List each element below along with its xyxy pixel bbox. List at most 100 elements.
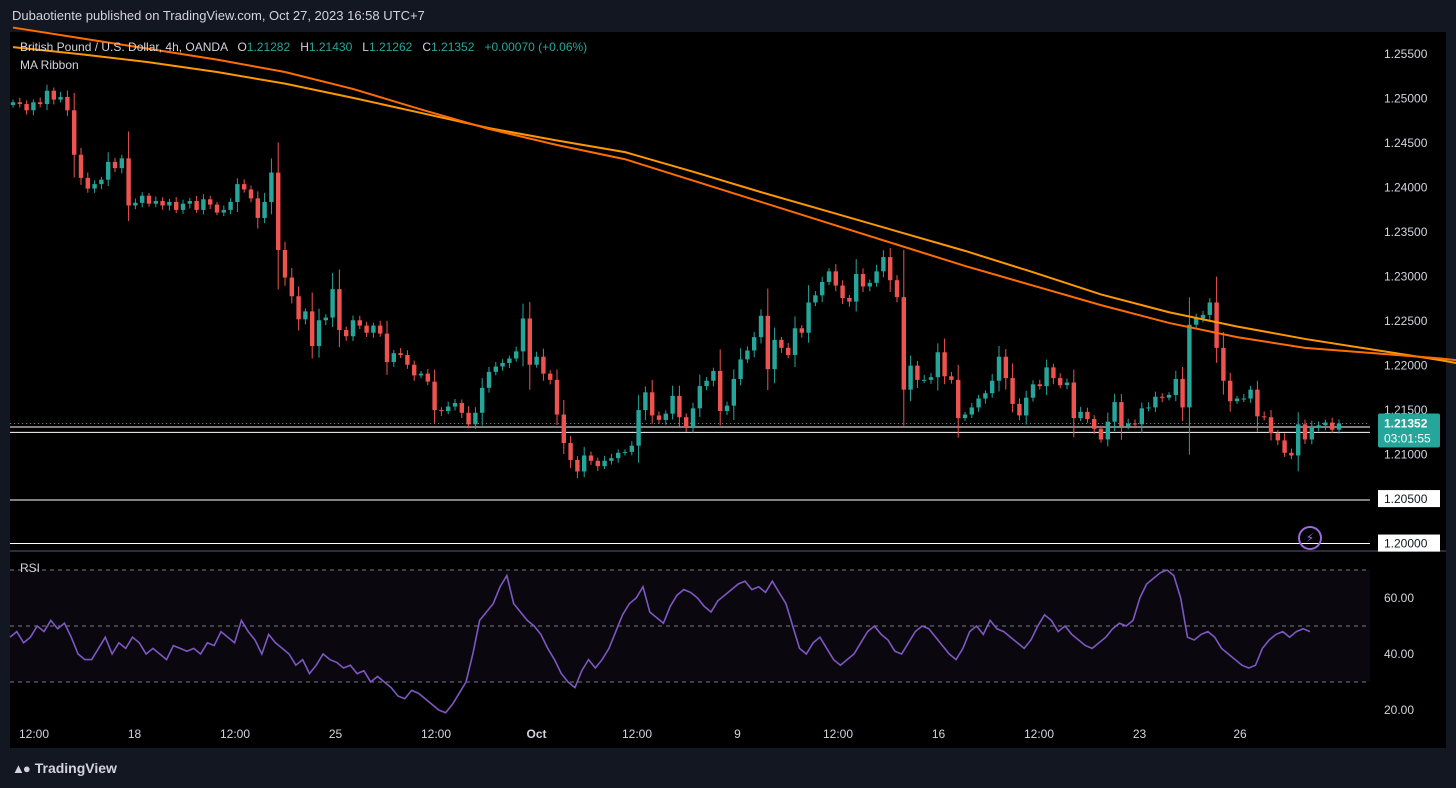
candle-body xyxy=(51,90,56,100)
candle-body xyxy=(758,315,764,338)
candle-body xyxy=(1316,425,1321,428)
candle-body xyxy=(1166,394,1172,398)
candle-body xyxy=(153,201,158,204)
candle-body xyxy=(554,379,560,415)
candle-body xyxy=(412,364,417,376)
legend-high-label: H xyxy=(300,40,309,54)
candle-body xyxy=(24,104,29,111)
candle-body xyxy=(296,296,301,320)
candle-body xyxy=(1160,396,1165,398)
candle-body xyxy=(167,201,172,206)
candle-body xyxy=(316,320,322,347)
price-tick-label: 1.20500 xyxy=(1384,492,1428,506)
candle-body xyxy=(452,402,458,407)
candle-body xyxy=(425,373,430,382)
candle-body xyxy=(500,362,505,367)
candle-body xyxy=(1003,356,1008,379)
candle-body xyxy=(10,102,16,105)
candle-body xyxy=(446,406,451,411)
candle-body xyxy=(1105,421,1110,440)
candle-body xyxy=(350,320,356,337)
candle-body xyxy=(133,202,138,206)
publish-text: Dubaotiente published on TradingView.com… xyxy=(12,8,425,23)
candle-body xyxy=(58,96,63,100)
candle-body xyxy=(330,289,335,318)
candle-body xyxy=(1139,408,1144,425)
candle-body xyxy=(323,317,328,321)
candle-body xyxy=(1092,419,1097,429)
candle-body xyxy=(956,379,961,419)
candle-body xyxy=(724,405,730,411)
candle-body xyxy=(493,366,498,372)
candle-body xyxy=(1214,302,1219,348)
candle-body xyxy=(629,445,634,452)
rsi-line xyxy=(9,569,1311,714)
candle-body xyxy=(180,203,186,210)
candle-body xyxy=(643,392,648,411)
time-tick-label: 12:00 xyxy=(622,727,652,741)
lightning-icon[interactable]: ⚡ xyxy=(1298,526,1322,550)
candle-body xyxy=(636,410,641,446)
time-tick-label: 25 xyxy=(329,727,343,741)
candle-body xyxy=(1037,384,1042,387)
candle-body xyxy=(894,280,900,298)
candle-body xyxy=(174,201,179,210)
candle-body xyxy=(1187,324,1192,408)
candle-body xyxy=(779,339,784,348)
candle-body xyxy=(38,102,43,105)
candle-body xyxy=(473,412,478,425)
ma-ribbon-line-1 xyxy=(12,26,1456,362)
brand-text: TradingView xyxy=(34,760,117,776)
candle-body xyxy=(670,395,675,414)
price-tick-label: 1.21000 xyxy=(1384,448,1428,462)
legend-change: +0.00070 (+0.06%) xyxy=(484,40,588,54)
time-tick-label: 16 xyxy=(932,727,946,741)
time-tick-label: 12:00 xyxy=(19,727,49,741)
candle-body xyxy=(357,320,362,326)
candle-body xyxy=(1173,378,1178,395)
candle-body xyxy=(826,271,832,282)
candle-body xyxy=(1309,427,1314,440)
candle-body xyxy=(935,352,940,378)
candle-body xyxy=(568,443,573,460)
candle-body xyxy=(214,204,220,213)
time-tick-label: 12:00 xyxy=(1024,727,1054,741)
candle-body xyxy=(303,311,308,320)
candle-body xyxy=(1228,380,1233,402)
candle-body xyxy=(72,110,77,155)
candle-body xyxy=(140,195,145,203)
candle-body xyxy=(786,347,791,355)
candle-body xyxy=(854,273,859,302)
price-tick-label: 1.23000 xyxy=(1384,270,1428,284)
rsi-label[interactable]: RSI xyxy=(20,561,41,575)
candle-body xyxy=(561,414,566,444)
candle-body xyxy=(765,315,770,370)
legend-close-label: C xyxy=(422,40,432,54)
candle-body xyxy=(1200,314,1206,319)
candle-body xyxy=(106,161,111,180)
candle-body xyxy=(1207,302,1212,315)
candle-body xyxy=(792,328,798,355)
candle-body xyxy=(996,356,1002,381)
candle-body xyxy=(1275,433,1280,441)
candle-body xyxy=(384,333,390,363)
price-tick-label: 1.23500 xyxy=(1384,225,1428,239)
candle-body xyxy=(1262,416,1267,418)
candle-body xyxy=(235,184,240,202)
candle-body xyxy=(752,337,757,351)
candle-body xyxy=(901,297,906,390)
candle-body xyxy=(1180,378,1185,408)
time-tick-label: 26 xyxy=(1233,727,1247,741)
tradingview-brand[interactable]: ▲● TradingView xyxy=(12,760,117,776)
candle-body xyxy=(534,356,539,365)
candle-body xyxy=(242,184,247,190)
price-badge-value: 1.21352 xyxy=(1384,416,1428,430)
time-tick-label: 18 xyxy=(128,727,142,741)
ma-ribbon-line-0 xyxy=(12,46,1456,365)
legend-indicator[interactable]: MA Ribbon xyxy=(20,58,79,72)
candle-body xyxy=(622,451,628,453)
candle-body xyxy=(799,328,804,333)
candle-body xyxy=(31,102,36,111)
footer xyxy=(0,748,1456,788)
